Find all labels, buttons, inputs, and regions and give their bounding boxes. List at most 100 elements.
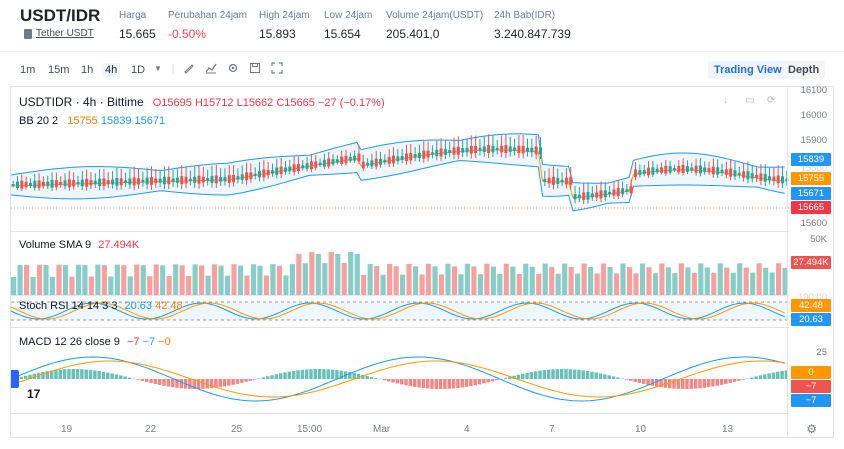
macd-line [11, 356, 785, 402]
volume-bar [17, 264, 23, 295]
macd-signal-value: −0 [158, 336, 171, 348]
macd-hist-bar [776, 371, 780, 379]
price-axis[interactable]: 16100 16000 15900 15800 15600 15839 1575… [787, 85, 833, 437]
candle-body [41, 181, 45, 187]
macd-hist-bar [365, 375, 369, 379]
pane-divider [11, 295, 789, 296]
candle-body [413, 154, 417, 158]
stat-value: 205.401,0 [386, 27, 440, 41]
price-chart[interactable]: USDTIDR · 4h · Bittime O15695 H15712 L15… [10, 85, 834, 439]
macd-hist-bar [533, 371, 538, 379]
stoch-label: Stoch RSI 14 14 3 3 [19, 300, 118, 312]
gear-icon[interactable] [226, 62, 240, 76]
macd-hist-bar [767, 373, 771, 379]
macd-hist-bar [464, 379, 469, 387]
candle-body [318, 162, 322, 166]
macd-hist-bar [680, 379, 685, 389]
macd-hist-bar [231, 379, 235, 385]
candle-body [685, 166, 689, 172]
candle-body [50, 179, 54, 188]
candle-body [193, 176, 197, 183]
stat-idr-volume: 24h Bab(IDR) 3.240.847.739 [494, 10, 571, 41]
coin-link[interactable]: Tether USDT [24, 28, 94, 39]
macd-hist-bar [633, 379, 637, 382]
volume-bar [471, 266, 477, 295]
candle-body [482, 146, 486, 152]
macd-hist-bar [391, 379, 395, 383]
volume-bar [438, 274, 445, 295]
volume-bar [23, 264, 30, 295]
volume-bar [192, 264, 198, 295]
macd-hist-bar [266, 376, 270, 379]
candle-body [348, 156, 352, 161]
candle-body [513, 147, 517, 151]
depth-button[interactable]: Depth [782, 61, 826, 79]
macd-hist-bar [162, 379, 166, 386]
macd-hist-bar [646, 379, 650, 385]
stat-volume: Volume 24jam(USDT) 205.401,0 [386, 10, 483, 41]
candle-body [616, 187, 620, 196]
macd-hist-bar [335, 370, 339, 379]
macd-hist-bar [209, 379, 214, 389]
timeframe-15m[interactable]: 15m [48, 64, 70, 76]
volume-bar [341, 263, 347, 295]
save-icon[interactable] [248, 62, 262, 76]
settings-gear-icon[interactable]: ⚙ [806, 422, 817, 436]
macd-hist-bar [317, 369, 322, 379]
volume-bar [263, 275, 270, 295]
macd-hist-bar [157, 379, 162, 385]
macd-hist-bar [287, 371, 292, 379]
chevron-down-icon[interactable]: ▼ [154, 64, 162, 73]
candle-body [379, 158, 383, 165]
macd-hist-bar [374, 378, 378, 379]
candle-body [448, 150, 452, 154]
macd-hist-bar [555, 369, 560, 379]
volume-bar [205, 275, 211, 295]
stat-label: Volume 24jam(USDT) [386, 10, 484, 21]
scroll-handle[interactable] [11, 370, 19, 388]
draw-tool-icon[interactable] [182, 62, 196, 76]
macd-hist-bar [672, 379, 676, 389]
indicator-icon[interactable] [204, 62, 218, 76]
arrow-down-icon[interactable]: ↓ [723, 95, 728, 106]
macd-hist-bar [642, 379, 646, 384]
macd-hist-bar [629, 379, 633, 381]
macd-hist-bar [624, 379, 629, 380]
candle-body [586, 192, 590, 200]
macd-hist-bar [525, 372, 529, 379]
symbol-legend: USDTIDR · 4h · Bittime O15695 H15712 L15… [19, 95, 385, 109]
candle-body [154, 178, 158, 184]
timeframe-1h[interactable]: 1h [81, 64, 94, 76]
candle-body [759, 173, 763, 181]
macd-hist-bar [201, 379, 205, 389]
candle-body [85, 178, 89, 187]
macd-hist-bar [136, 379, 140, 380]
macd-hist-bar [283, 372, 287, 379]
timeframe-1m[interactable]: 1m [20, 64, 36, 76]
macd-hist-bar [443, 379, 447, 389]
candle-body [314, 161, 318, 168]
macd-hist-bar [404, 379, 408, 386]
candle-body [720, 169, 724, 174]
macd-hist-bar [67, 369, 71, 379]
candle-body [296, 163, 300, 172]
more-icon[interactable]: ⟳ [767, 95, 776, 106]
collapse-icon[interactable]: ▭ [745, 95, 755, 106]
macd-hist-bar [482, 379, 486, 384]
macd-hist-bar [771, 372, 776, 379]
timeframe-1d[interactable]: 1D [131, 64, 146, 76]
candle-body [672, 168, 676, 171]
pane-divider [11, 231, 789, 232]
macd-label: MACD 12 26 close 9 [19, 336, 120, 348]
candle-body [651, 167, 655, 175]
fullscreen-icon[interactable] [270, 62, 284, 76]
volume-bar [542, 263, 548, 295]
trading-view-button[interactable]: Trading View [708, 61, 788, 79]
macd-hist-bar [637, 379, 642, 383]
ohlc-high: H15712 [194, 97, 234, 109]
macd-hist-bar [352, 372, 356, 379]
chart-canvas[interactable] [11, 87, 789, 439]
macd-hist-bar [274, 374, 279, 379]
macd-hist-bar [175, 379, 179, 388]
timeframe-4h[interactable]: 4h [102, 63, 121, 77]
